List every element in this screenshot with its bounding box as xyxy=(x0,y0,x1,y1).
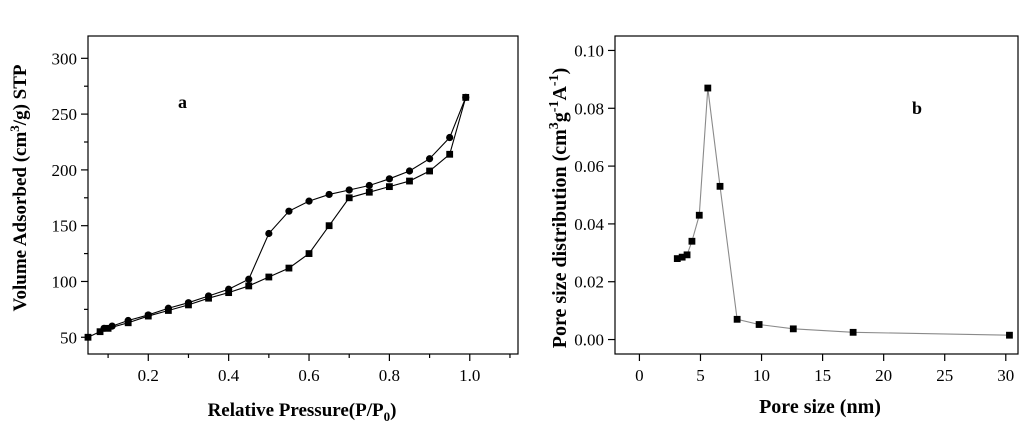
isotherm-chart: 0.2 0.4 0.6 0.8 1.0 50 100 150 200 250 300 a Relat… xyxy=(7,35,519,424)
b-x-tick-label: 10 xyxy=(753,366,770,385)
a-data-point xyxy=(405,167,414,175)
a-data-point xyxy=(164,304,172,312)
a-data-point xyxy=(305,250,313,257)
b-data-point xyxy=(695,211,703,219)
b-x-tick-label: 30 xyxy=(997,366,1014,385)
b-x-tick-label: 5 xyxy=(696,366,705,385)
a-data-point xyxy=(446,133,454,142)
b-y-tick-label: 0.02 xyxy=(574,273,604,292)
a-series-line-1 xyxy=(87,97,467,338)
b-y-tick-label: 0.06 xyxy=(574,157,604,176)
isotherm-plot-frame xyxy=(87,35,519,355)
pore-size-plot-frame xyxy=(614,35,1019,355)
a-data-point xyxy=(285,264,293,272)
a-data-point xyxy=(345,194,353,202)
a-data-point xyxy=(365,181,373,190)
b-x-tick-label: 15 xyxy=(814,366,831,385)
a-data-point xyxy=(325,222,333,230)
a-data-point xyxy=(265,273,273,281)
b-y-tick-label: 0.10 xyxy=(574,41,604,60)
b-series-line-1 xyxy=(677,87,1010,336)
b-data-point xyxy=(678,253,686,261)
pore-size-chart: 0 5 10 15 20 25 30 0.00 0.02 0.04 0.06 0.08 0.10 b P… xyxy=(547,35,1019,418)
a-x-tick-label: 0.4 xyxy=(218,366,240,385)
b-data-point xyxy=(673,255,681,262)
b-y-tick-label: 0.04 xyxy=(574,215,604,234)
a-data-point xyxy=(96,328,104,336)
b-data-point xyxy=(1006,331,1013,339)
b-data-point xyxy=(755,321,763,328)
a-data-point xyxy=(144,311,152,319)
a-y-tick-label: 200 xyxy=(52,161,78,180)
b-data-point xyxy=(683,251,691,259)
a-data-point xyxy=(406,177,413,185)
a-y-tick-label: 300 xyxy=(52,49,78,68)
isotherm-y-axis-title: Volume Adsorbed (cm3/g) STP xyxy=(7,64,31,311)
a-data-point xyxy=(184,299,193,307)
a-data-point xyxy=(446,150,454,158)
a-data-point xyxy=(345,186,353,194)
a-data-point xyxy=(385,175,394,183)
a-x-tick-label: 0.2 xyxy=(138,366,159,385)
a-data-point xyxy=(84,333,92,341)
a-data-point xyxy=(100,324,108,332)
a-data-point xyxy=(108,322,116,330)
a-data-point xyxy=(104,324,112,332)
b-x-tick-label: 0 xyxy=(635,366,644,385)
a-series-line-2 xyxy=(103,97,467,329)
b-data-point xyxy=(716,182,724,190)
a-data-point xyxy=(426,167,433,175)
panel-b-label: b xyxy=(912,98,922,118)
pore-size-y-axis-title: Pore size distribution (cm3g-1A-1) xyxy=(547,68,571,349)
a-data-point xyxy=(124,316,132,325)
a-data-point xyxy=(245,275,253,283)
a-y-tick-label: 100 xyxy=(52,272,78,291)
a-data-point xyxy=(325,190,333,199)
b-y-tick-label: 0.08 xyxy=(574,99,604,118)
b-y-tick-label: 0.00 xyxy=(574,331,604,350)
b-x-tick-label: 20 xyxy=(875,366,892,385)
a-data-point xyxy=(204,292,213,300)
a-data-point xyxy=(245,282,253,290)
a-x-tick-label: 0.6 xyxy=(298,366,319,385)
a-y-tick-label: 50 xyxy=(60,328,77,347)
b-data-point xyxy=(733,315,741,323)
a-data-point xyxy=(285,207,293,215)
panel-a-label: a xyxy=(178,92,187,112)
a-y-tick-label: 150 xyxy=(52,217,78,236)
b-data-point xyxy=(704,84,712,92)
b-x-tick-label: 25 xyxy=(936,366,953,385)
a-x-tick-label: 0.8 xyxy=(379,366,400,385)
b-data-point xyxy=(688,237,696,245)
a-data-point xyxy=(365,188,373,196)
pore-size-x-axis-title: Pore size (nm) xyxy=(759,396,881,418)
a-data-point xyxy=(386,183,393,191)
a-data-point xyxy=(225,285,233,293)
isotherm-x-axis-title: Relative Pressure(P/P0) xyxy=(208,400,397,424)
a-x-tick-label: 1.0 xyxy=(459,366,480,385)
a-data-point xyxy=(425,155,434,163)
a-data-point xyxy=(305,197,313,205)
a-data-point xyxy=(265,229,273,238)
a-data-point xyxy=(462,93,470,101)
b-data-point xyxy=(789,325,797,333)
a-y-tick-label: 250 xyxy=(52,105,78,124)
b-data-point xyxy=(849,328,857,336)
